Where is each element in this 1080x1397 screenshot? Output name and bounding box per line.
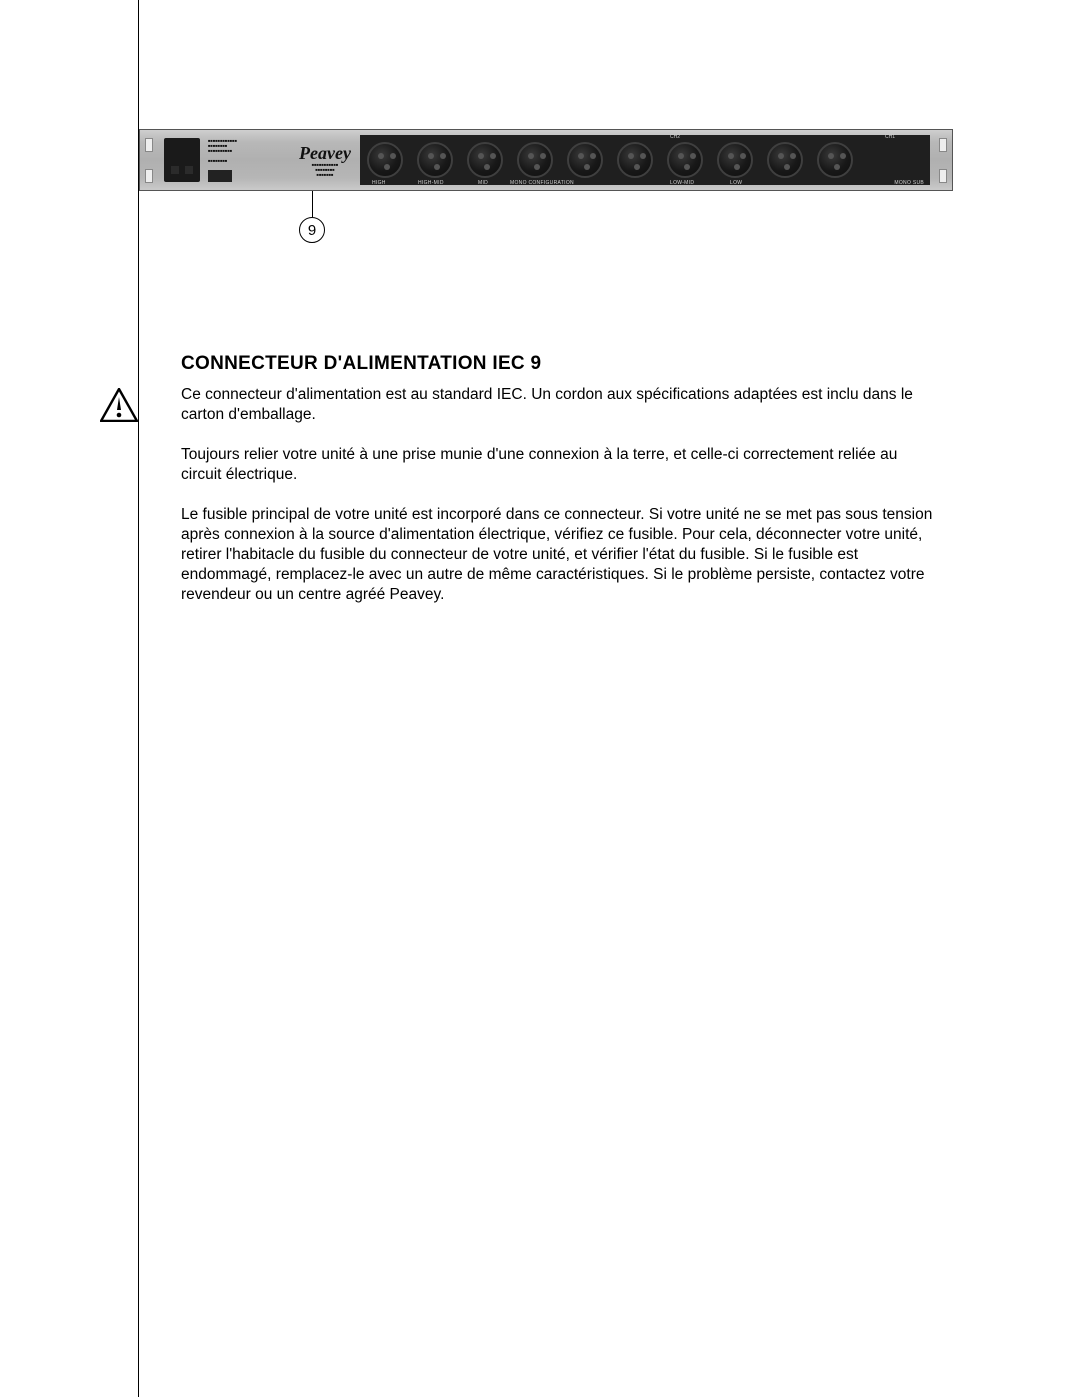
- xlr-connector: [417, 142, 453, 178]
- rack-hole: [939, 138, 947, 152]
- xlr-connector: [517, 142, 553, 178]
- warning-triangle-icon: [100, 388, 138, 422]
- rack-hole: [145, 138, 153, 152]
- spec-text: ■■■■■■■■: [208, 158, 292, 163]
- connector-strip: CH2 CH1 HIGH HIGH-MID MID MONO CONFIGURA…: [360, 135, 930, 185]
- connector-label: HIGH: [372, 180, 386, 186]
- xlr-connector: [367, 142, 403, 178]
- callout-number-circle: 9: [299, 217, 325, 243]
- section-heading: CONNECTEUR D'ALIMENTATION IEC 9: [181, 353, 941, 375]
- connector-label: LOW-MID: [670, 180, 694, 186]
- rack-ear-right: [934, 129, 952, 191]
- channel-label: CH2: [670, 134, 680, 140]
- xlr-connector: [667, 142, 703, 178]
- callout-leader-line: [312, 191, 313, 217]
- iec-power-connector: [164, 138, 200, 182]
- ce-mark: [208, 170, 232, 182]
- xlr-connector: [817, 142, 853, 178]
- channel-label: CH1: [885, 134, 895, 140]
- xlr-connector: [467, 142, 503, 178]
- xlr-connector: [717, 142, 753, 178]
- xlr-connector: [567, 142, 603, 178]
- rack-hole: [145, 169, 153, 183]
- brand-logo: Peavey ■■■■■■■■■■■■■■■■■■■■■■■■■■: [298, 136, 352, 184]
- xlr-connector: [767, 142, 803, 178]
- manual-page: ■■■■■■■■■■■■■■■■■■■■■■■■■■■■■■ ■■■■■■■■ …: [138, 0, 952, 1397]
- connector-label: MONO CONFIGURATION: [510, 180, 574, 186]
- section-content: CONNECTEUR D'ALIMENTATION IEC 9 Ce conne…: [181, 353, 941, 625]
- rack-rear-panel-diagram: ■■■■■■■■■■■■■■■■■■■■■■■■■■■■■■ ■■■■■■■■ …: [139, 129, 953, 191]
- callout-number: 9: [308, 222, 316, 239]
- logo-text: Peavey: [299, 144, 351, 162]
- body-paragraph: Toujours relier votre unité à une prise …: [181, 445, 941, 485]
- xlr-connector: [617, 142, 653, 178]
- logo-subtext: ■■■■■■■■■■■■■■■■■■■■■■■■■■: [312, 162, 339, 177]
- rack-ear-left: [140, 129, 158, 191]
- compliance-label-block: ■■■■■■■■■■■■■■■■■■■■■■■■■■■■■■ ■■■■■■■■: [208, 136, 292, 184]
- body-paragraph: Le fusible principal de votre unité est …: [181, 505, 941, 605]
- body-paragraph: Ce connecteur d'alimentation est au stan…: [181, 385, 941, 425]
- connector-label: MONO SUB: [894, 180, 924, 186]
- rack-hole: [939, 169, 947, 183]
- connector-label: HIGH-MID: [418, 180, 444, 186]
- connector-label: LOW: [730, 180, 742, 186]
- connector-label: MID: [478, 180, 488, 186]
- spec-text: ■■■■■■■■■■■■■■■■■■■■■■■■■■■■■■: [208, 138, 292, 153]
